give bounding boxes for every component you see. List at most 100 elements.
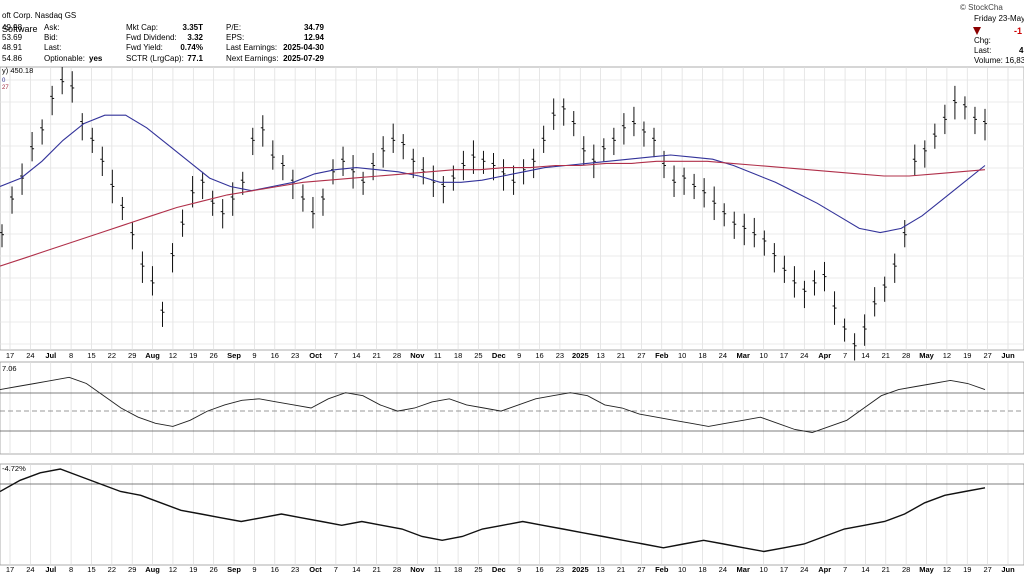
x-tick-label: 8 xyxy=(69,565,73,574)
chg-value: -1 xyxy=(1014,26,1022,36)
x-tick-label: 13 xyxy=(596,565,604,574)
mktcap-label: Mkt Cap: xyxy=(126,23,158,32)
x-tick-label: 15 xyxy=(87,351,95,360)
x-tick-label: 16 xyxy=(271,351,279,360)
x-tick-label: Sep xyxy=(227,351,241,360)
down-arrow-icon xyxy=(973,27,981,35)
x-tick-label: 29 xyxy=(128,351,136,360)
x-tick-label: 28 xyxy=(393,565,401,574)
x-tick-label: 10 xyxy=(759,565,767,574)
x-tick-label: 18 xyxy=(698,565,706,574)
performance-line xyxy=(0,468,986,553)
x-tick-label: 21 xyxy=(882,565,890,574)
last-earnings-label: Last Earnings: xyxy=(226,43,277,52)
x-tick-label: 21 xyxy=(372,351,380,360)
x-tick-label: 18 xyxy=(454,565,462,574)
x-tick-label: 28 xyxy=(902,565,910,574)
x-tick-label: 26 xyxy=(210,351,218,360)
quote-last-value: 4 xyxy=(1019,46,1024,55)
ma200-legend: 27 xyxy=(2,85,9,91)
x-tick-label: Nov xyxy=(410,351,425,360)
x-tick-label: 16 xyxy=(535,565,543,574)
bid-label: Bid: xyxy=(44,33,58,42)
x-tick-label: 14 xyxy=(352,565,360,574)
ma50-line xyxy=(0,114,986,234)
x-tick-label: 11 xyxy=(434,565,442,574)
fwd-dividend-value: 3.32 xyxy=(187,33,203,42)
price-legend: y) 450.18 xyxy=(2,66,33,75)
x-tick-label: 16 xyxy=(271,565,279,574)
x-tick-label: 12 xyxy=(169,351,177,360)
x-tick-label: 28 xyxy=(393,351,401,360)
optionable-label: Optionable: xyxy=(44,54,85,63)
x-tick-label: 29 xyxy=(128,565,136,574)
fwd-yield-value: 0.74% xyxy=(180,43,203,52)
x-tick-label: 12 xyxy=(943,565,951,574)
x-tick-label: 24 xyxy=(719,351,727,360)
x-tick-label: 16 xyxy=(535,351,543,360)
x-tick-label: 14 xyxy=(861,351,869,360)
header-right-col: P/E: EPS: Last Earnings: Next Earnings: … xyxy=(226,23,325,63)
x-tick-label: 24 xyxy=(719,565,727,574)
x-tick-label: 14 xyxy=(352,351,360,360)
x-tick-label: 19 xyxy=(189,351,197,360)
header-mid-col: Mkt Cap: Fwd Dividend: Fwd Yield: SCTR (… xyxy=(126,23,204,63)
x-tick-label: 23 xyxy=(291,565,299,574)
x-tick-label: 24 xyxy=(26,351,34,360)
x-tick-label: 23 xyxy=(556,565,564,574)
x-tick-label: 26 xyxy=(210,565,218,574)
company-name: oft Corp. Nasdaq GS xyxy=(2,11,76,20)
x-tick-label: 17 xyxy=(6,565,14,574)
x-tick-label: Jul xyxy=(45,565,56,574)
x-tick-label: Mar xyxy=(737,565,750,574)
price-panel xyxy=(0,66,1024,351)
x-tick-label: Nov xyxy=(410,565,425,574)
x-tick-label: 17 xyxy=(780,565,788,574)
left-num-1: 53.69 xyxy=(2,33,23,42)
x-tick-label: 18 xyxy=(454,351,462,360)
x-tick-label: 19 xyxy=(963,351,971,360)
ask-label: Ask: xyxy=(44,23,60,32)
eps-label: EPS: xyxy=(226,33,244,42)
sctr-value: 77.1 xyxy=(187,54,203,63)
x-tick-label: 11 xyxy=(434,351,442,360)
quote-box: Friday 23-May -1 Chg: Last: 4 Volume: 16… xyxy=(973,14,1024,65)
x-tick-label: 25 xyxy=(474,351,482,360)
x-tick-label: 17 xyxy=(6,351,14,360)
x-tick-label: Aug xyxy=(145,351,160,360)
x-tick-label: 17 xyxy=(780,351,788,360)
x-tick-label: Oct xyxy=(309,565,322,574)
x-tick-label: Feb xyxy=(655,565,669,574)
x-tick-label: 18 xyxy=(698,351,706,360)
chart-series xyxy=(0,67,987,553)
x-tick-label: 12 xyxy=(943,351,951,360)
x-tick-label: 24 xyxy=(26,565,34,574)
x-tick-label: Mar xyxy=(737,351,750,360)
x-tick-label: 19 xyxy=(963,565,971,574)
x-tick-label: 7 xyxy=(334,351,338,360)
x-tick-label: 14 xyxy=(861,565,869,574)
next-earnings-label: Next Earnings: xyxy=(226,54,278,63)
left-num-2: 48.91 xyxy=(2,43,23,52)
left-num-0: 49.98 xyxy=(2,23,23,32)
x-tick-label: Oct xyxy=(309,351,322,360)
x-tick-label: 19 xyxy=(189,565,197,574)
x-tick-label: 27 xyxy=(983,351,991,360)
x-tick-label: 23 xyxy=(291,351,299,360)
x-tick-label: 22 xyxy=(108,351,116,360)
pe-label: P/E: xyxy=(226,23,241,32)
x-axis-top: 17 24 Jul 8 15 22 29 Aug 12 19 26 Sep 9 16 23 Oct 7 14 21 2… xyxy=(6,351,1015,360)
x-tick-label: 23 xyxy=(556,351,564,360)
x-tick-label: 2025 xyxy=(572,565,589,574)
x-tick-label: Jun xyxy=(1001,565,1015,574)
x-tick-label: 7 xyxy=(843,351,847,360)
quote-last-label: Last: xyxy=(974,46,991,55)
mktcap-value: 3.35T xyxy=(183,23,204,32)
x-tick-label: May xyxy=(919,565,934,574)
x-tick-label: 25 xyxy=(474,565,482,574)
x-tick-label: 9 xyxy=(517,351,521,360)
ma200-line xyxy=(0,160,986,267)
sector-label: Software xyxy=(2,24,38,34)
x-tick-label: 7 xyxy=(843,565,847,574)
